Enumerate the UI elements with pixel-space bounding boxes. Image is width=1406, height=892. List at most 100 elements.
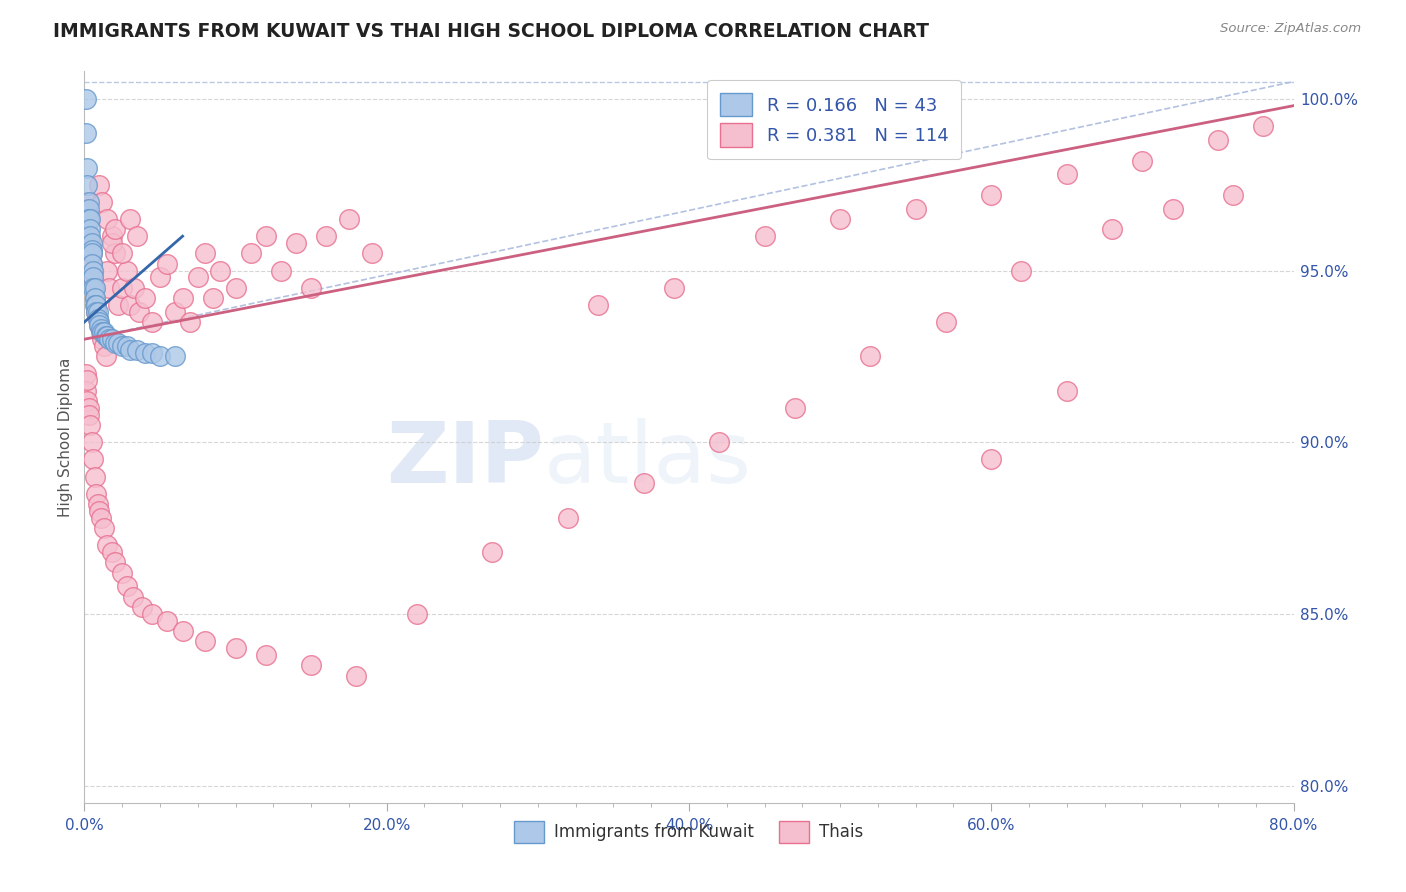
Point xyxy=(91,332,114,346)
Point xyxy=(1161,202,1184,216)
Point xyxy=(131,600,153,615)
Point xyxy=(79,222,101,236)
Point xyxy=(77,194,100,209)
Legend: Immigrants from Kuwait, Thais: Immigrants from Kuwait, Thais xyxy=(508,814,870,849)
Point xyxy=(118,212,141,227)
Point xyxy=(172,291,194,305)
Point xyxy=(156,257,179,271)
Point xyxy=(84,281,107,295)
Point xyxy=(1101,222,1123,236)
Point xyxy=(80,257,103,271)
Point xyxy=(91,194,114,209)
Point xyxy=(115,339,138,353)
Point xyxy=(93,339,115,353)
Point xyxy=(75,92,97,106)
Point xyxy=(100,229,122,244)
Point xyxy=(980,188,1002,202)
Point xyxy=(149,270,172,285)
Point xyxy=(89,315,111,329)
Point xyxy=(285,235,308,250)
Point xyxy=(80,257,103,271)
Point xyxy=(1222,188,1244,202)
Point xyxy=(111,339,134,353)
Point xyxy=(77,408,100,422)
Point xyxy=(127,229,149,244)
Point xyxy=(86,298,108,312)
Point xyxy=(90,326,112,340)
Point xyxy=(859,350,882,364)
Point xyxy=(91,326,114,340)
Point xyxy=(1206,133,1229,147)
Point xyxy=(100,235,122,250)
Point xyxy=(93,521,115,535)
Point xyxy=(82,452,104,467)
Point xyxy=(87,311,110,326)
Point xyxy=(86,298,108,312)
Point xyxy=(149,350,172,364)
Point xyxy=(107,335,129,350)
Point xyxy=(89,504,111,518)
Point xyxy=(89,318,111,333)
Point xyxy=(84,469,107,483)
Point xyxy=(346,669,368,683)
Point xyxy=(76,222,98,236)
Point xyxy=(100,545,122,559)
Point xyxy=(783,401,806,415)
Point xyxy=(84,281,107,295)
Point xyxy=(194,634,217,648)
Point xyxy=(77,401,100,415)
Point xyxy=(754,229,776,244)
Point xyxy=(165,350,187,364)
Point xyxy=(299,658,322,673)
Point xyxy=(239,246,262,260)
Point xyxy=(709,435,731,450)
Point xyxy=(86,487,108,501)
Point xyxy=(1011,263,1033,277)
Point xyxy=(89,178,111,192)
Text: IMMIGRANTS FROM KUWAIT VS THAI HIGH SCHOOL DIPLOMA CORRELATION CHART: IMMIGRANTS FROM KUWAIT VS THAI HIGH SCHO… xyxy=(53,22,929,41)
Point xyxy=(84,291,107,305)
Point xyxy=(187,270,209,285)
Point xyxy=(111,281,134,295)
Point xyxy=(299,281,322,295)
Point xyxy=(194,246,217,260)
Point xyxy=(104,556,127,570)
Point xyxy=(830,212,852,227)
Point xyxy=(80,243,103,257)
Point xyxy=(172,624,194,639)
Point xyxy=(75,367,97,381)
Point xyxy=(87,304,110,318)
Point xyxy=(134,291,156,305)
Point xyxy=(935,315,957,329)
Point xyxy=(86,304,108,318)
Point xyxy=(76,373,98,387)
Point xyxy=(179,315,201,329)
Point xyxy=(77,202,100,216)
Point xyxy=(225,281,247,295)
Point xyxy=(115,263,138,277)
Point xyxy=(111,246,134,260)
Point xyxy=(94,350,117,364)
Point xyxy=(82,281,104,295)
Point xyxy=(557,510,579,524)
Point xyxy=(76,161,98,175)
Point xyxy=(360,246,382,260)
Point xyxy=(80,235,103,250)
Point xyxy=(79,246,101,260)
Point xyxy=(77,212,100,227)
Point xyxy=(406,607,429,621)
Point xyxy=(80,435,103,450)
Y-axis label: High School Diploma: High School Diploma xyxy=(58,358,73,516)
Point xyxy=(904,202,927,216)
Point xyxy=(128,304,150,318)
Point xyxy=(80,246,103,260)
Point xyxy=(93,326,115,340)
Point xyxy=(270,263,292,277)
Point xyxy=(588,298,610,312)
Point xyxy=(90,510,112,524)
Point xyxy=(79,418,101,433)
Point xyxy=(254,229,277,244)
Point xyxy=(662,281,685,295)
Point xyxy=(96,263,118,277)
Point xyxy=(118,343,141,357)
